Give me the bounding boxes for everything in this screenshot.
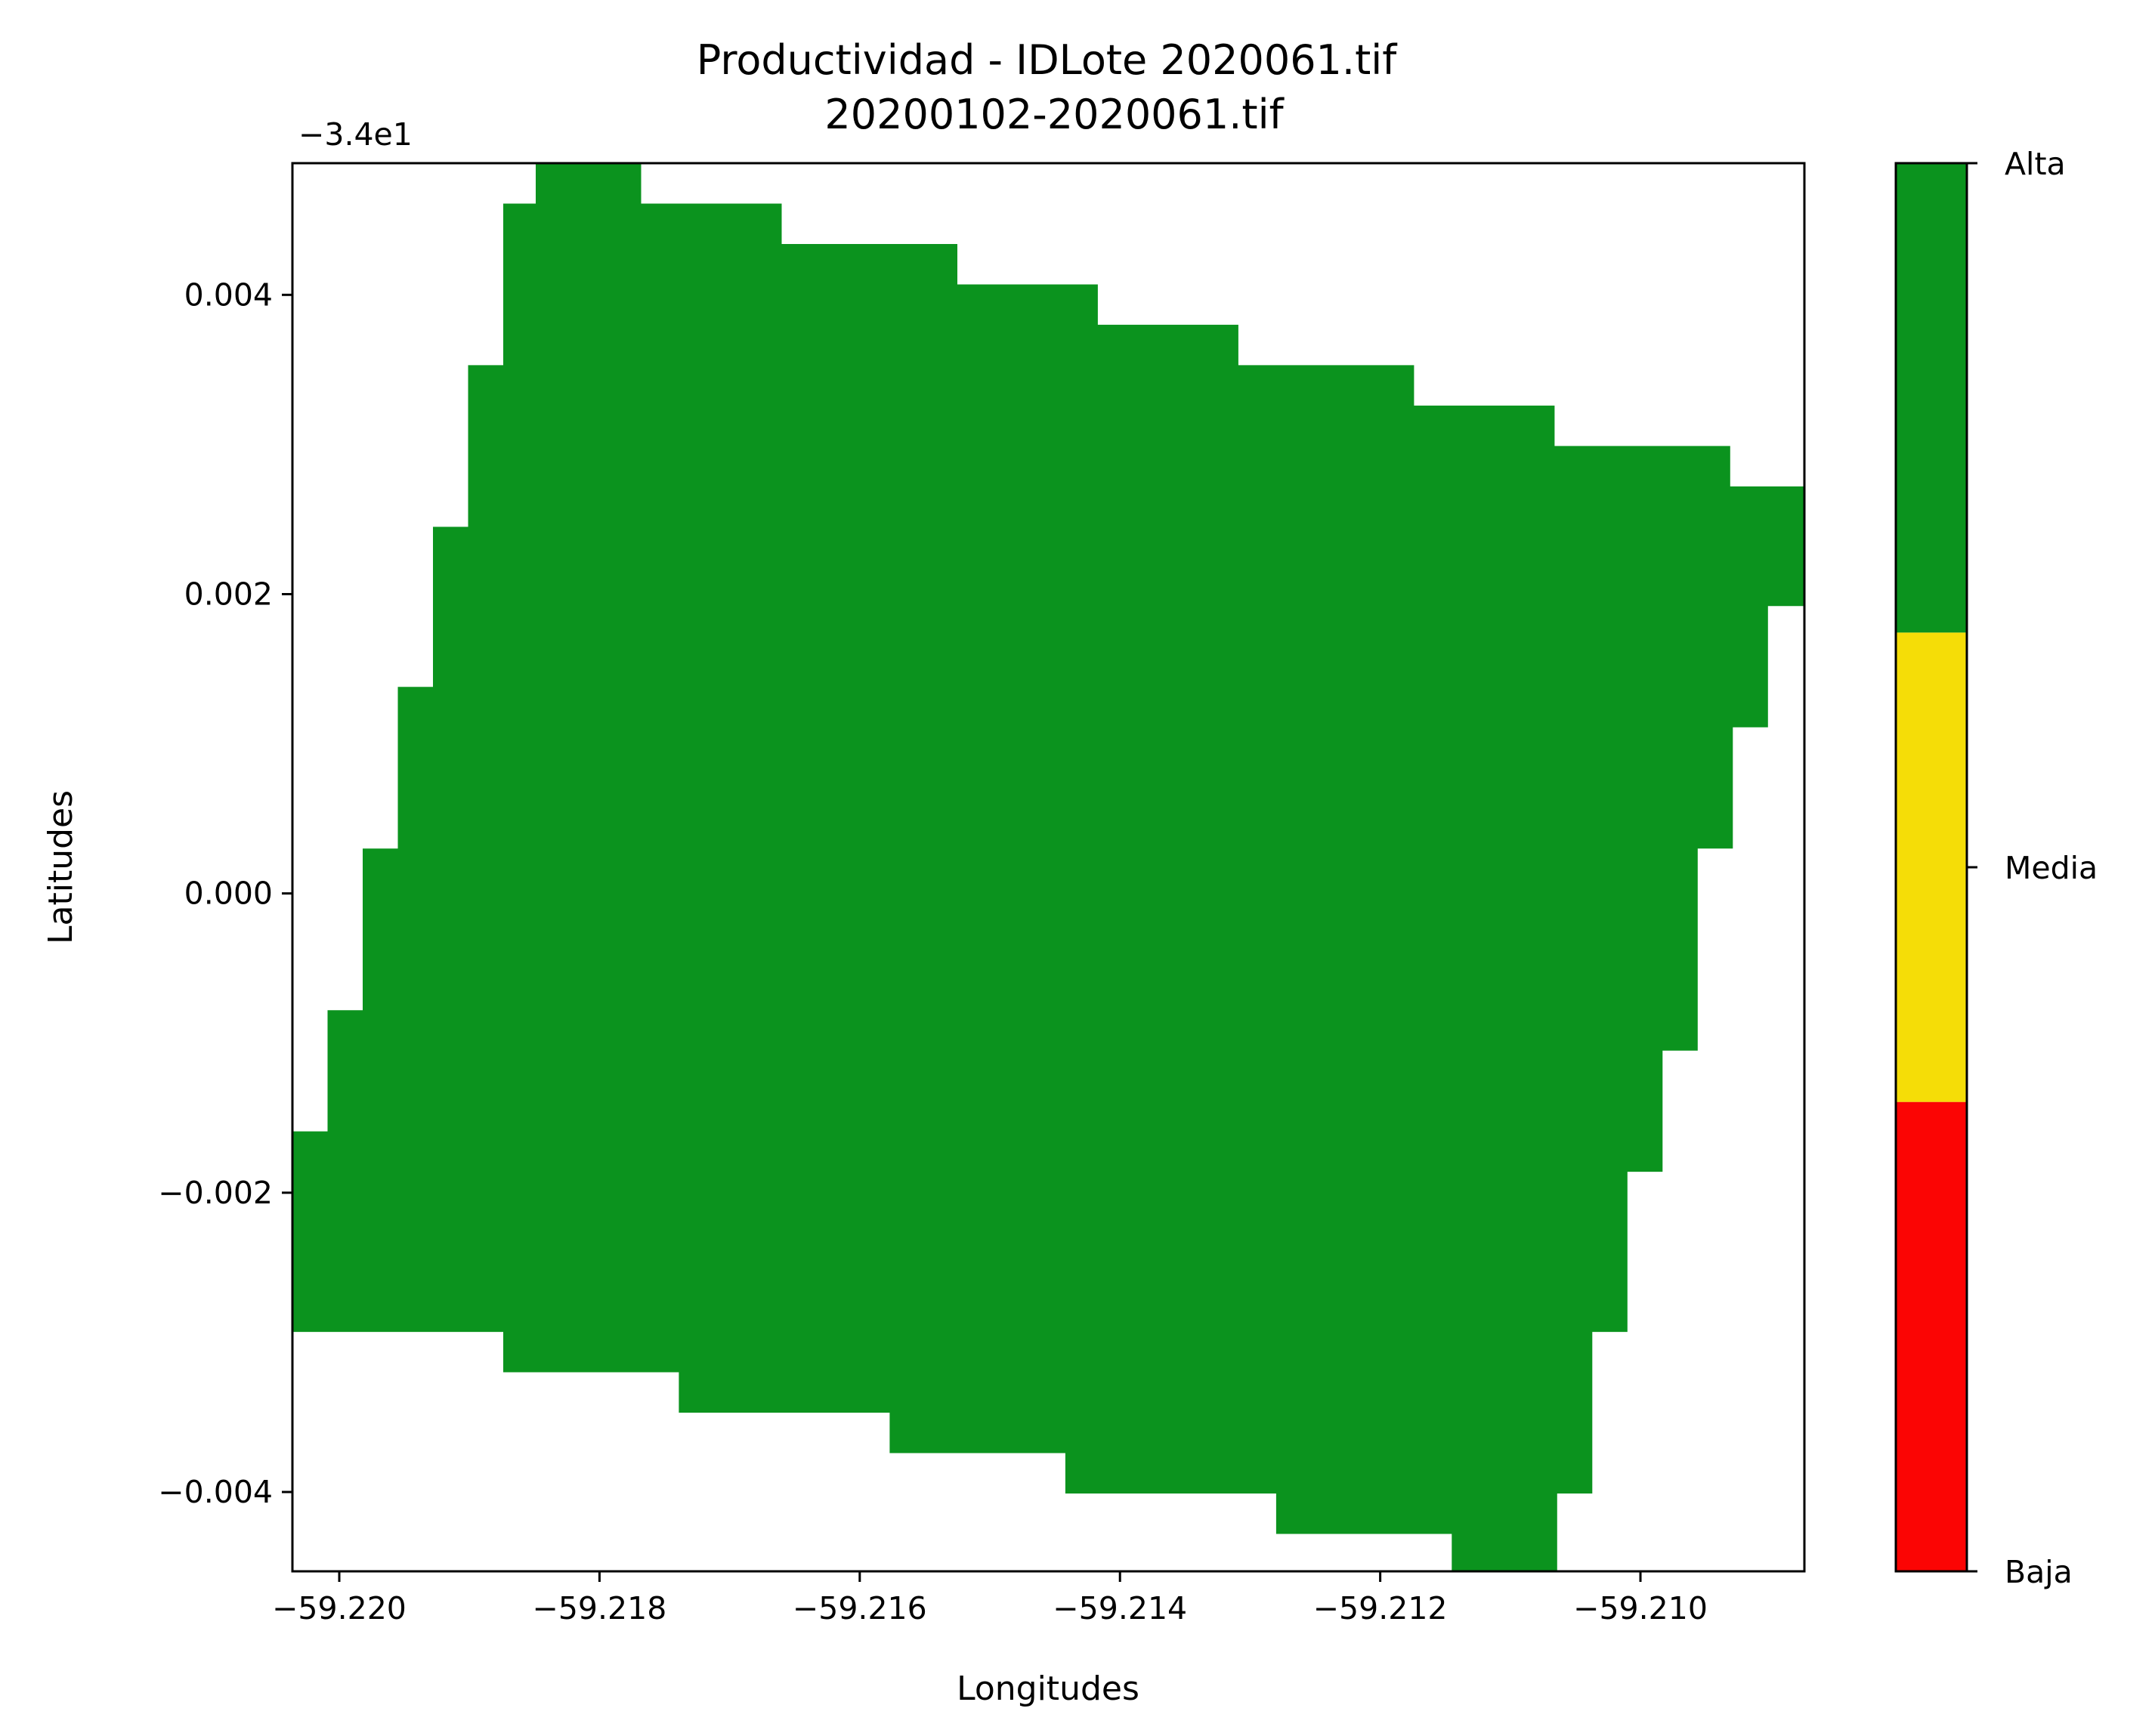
x-axis-label: Longitudes — [957, 1670, 1139, 1708]
colorbar-label-alta: Alta — [2005, 146, 2066, 182]
colorbar-segment-alta — [1896, 163, 1967, 633]
x-tick-label: −59.216 — [793, 1590, 927, 1626]
y-tick-label: 0.002 — [184, 576, 273, 612]
x-tick-label: −59.210 — [1573, 1590, 1708, 1626]
y-offset-label: −3.4e1 — [298, 116, 413, 153]
y-tick-label: −0.004 — [158, 1474, 273, 1510]
x-tick-label: −59.218 — [532, 1590, 666, 1626]
x-tick-label: −59.220 — [272, 1590, 407, 1626]
x-axis: −59.220 −59.218 −59.216 −59.214 −59.212 −59.2… — [272, 1571, 1708, 1626]
plot-frame — [291, 162, 1806, 1573]
y-axis-label: Latitudes — [42, 790, 80, 944]
map-layer — [292, 163, 1804, 1571]
y-axis: 0.004 0.002 0.000 −0.002 −0.004 — [158, 276, 292, 1510]
colorbar-segment-media — [1896, 632, 1967, 1102]
y-tick-label: −0.002 — [158, 1175, 273, 1211]
chart-title: Productividad - IDLote 2020061.tif — [697, 36, 1399, 84]
colorbar: Baja Media Alta — [1894, 146, 2098, 1590]
colorbar-label-media: Media — [2005, 850, 2098, 886]
chart-subtitle: 20200102-2020061.tif — [824, 91, 1285, 138]
colorbar-label-baja: Baja — [2005, 1554, 2073, 1590]
x-tick-label: −59.212 — [1313, 1590, 1448, 1626]
x-tick-label: −59.214 — [1053, 1590, 1187, 1626]
y-tick-label: 0.004 — [184, 276, 273, 313]
y-tick-label: 0.000 — [184, 876, 273, 912]
field-productivity-area — [292, 163, 1804, 1571]
colorbar-segment-baja — [1896, 1101, 1967, 1571]
